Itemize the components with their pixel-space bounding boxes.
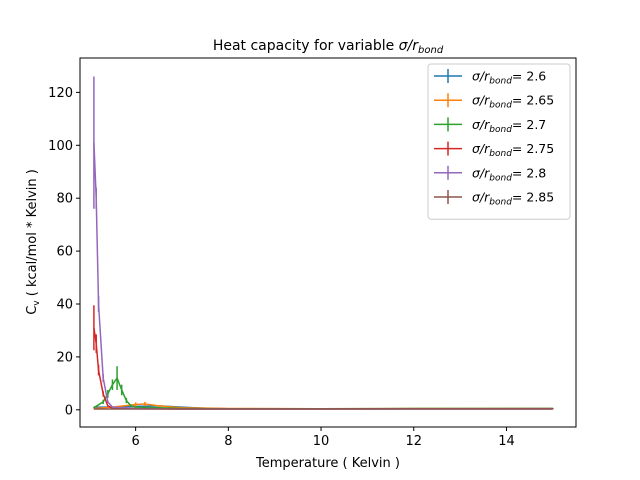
axes-frame (79, 57, 577, 428)
y-tick-label: 80 (56, 192, 73, 207)
chart-title: Heat capacity for variable σ/rbond (213, 38, 444, 56)
legend-label: σ/rbond= 2.6 (472, 69, 546, 87)
y-tick-label: 100 (48, 139, 73, 154)
legend-item: σ/rbond= 2.65 (434, 93, 554, 111)
y-tick-label: 40 (56, 298, 73, 313)
legend-label: σ/rbond= 2.75 (472, 141, 554, 159)
legend-item: σ/rbond= 2.7 (434, 117, 546, 135)
y-tick-label: 60 (56, 245, 73, 260)
y-tick-label: 0 (65, 403, 73, 418)
legend-label: σ/rbond= 2.85 (472, 190, 554, 208)
legend-label: σ/rbond= 2.8 (472, 165, 546, 183)
x-tick-label: 12 (405, 434, 422, 449)
legend-item: σ/rbond= 2.85 (434, 190, 554, 208)
legend-label: σ/rbond= 2.65 (472, 93, 554, 111)
plot-area: 6 8 10 12 14 0 20 40 60 80 100 120 (48, 57, 577, 449)
legend-frame (427, 63, 571, 220)
legend-item: σ/rbond= 2.6 (434, 69, 546, 87)
y-axis-label: Cv ( kcal/mol * Kelvin ) (25, 169, 42, 315)
series-group (93, 76, 554, 410)
x-tick-label: 10 (313, 434, 330, 449)
x-axis-label: Temperature ( Kelvin ) (255, 456, 400, 471)
x-tick-label: 6 (131, 434, 139, 449)
legend-label: σ/rbond= 2.7 (472, 117, 546, 135)
legend-item: σ/rbond= 2.8 (434, 165, 546, 183)
y-tick-label: 20 (56, 350, 73, 365)
y-tick-label: 120 (48, 86, 73, 101)
legend: σ/rbond= 2.6 σ/rbond= 2.65 σ/rbond= 2.7 σ/r… (427, 63, 571, 220)
legend-item: σ/rbond= 2.75 (434, 141, 554, 159)
x-tick-label: 8 (224, 434, 232, 449)
x-tick-label: 14 (498, 434, 515, 449)
